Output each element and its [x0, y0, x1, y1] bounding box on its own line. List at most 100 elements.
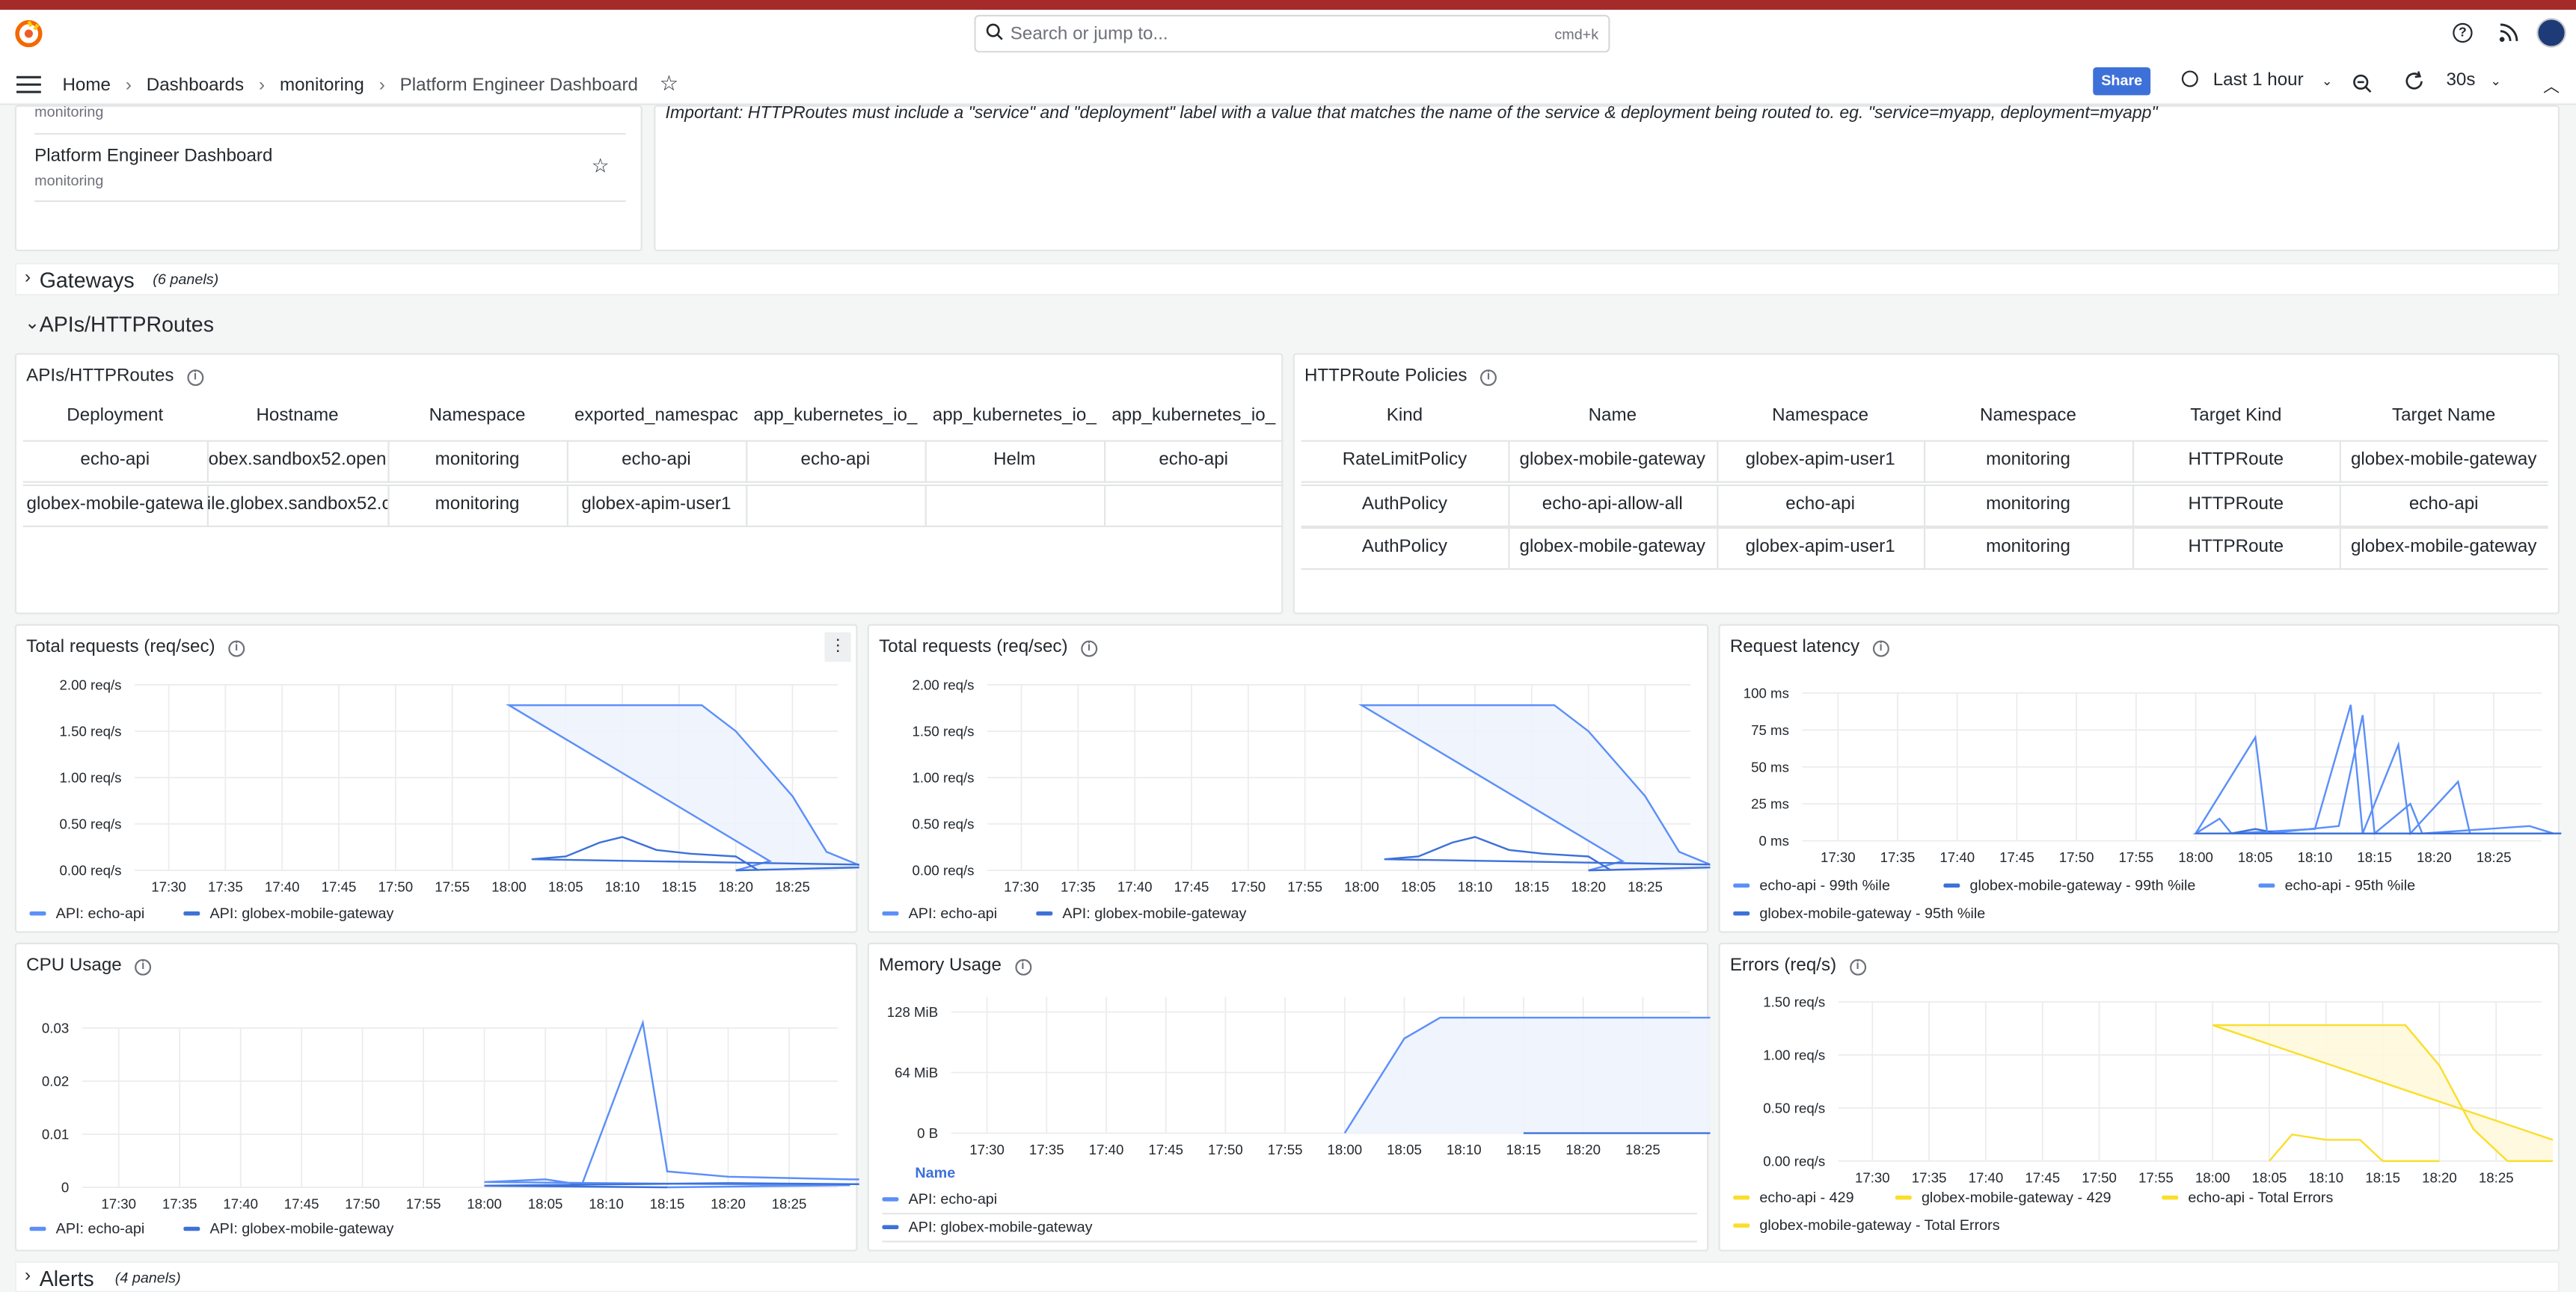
favorite-star-icon[interactable]: ☆	[591, 154, 610, 178]
y-tick-label: 1.00 req/s	[912, 770, 974, 786]
y-tick-label: 0.00 req/s	[60, 863, 122, 879]
legend-item[interactable]: echo-api - 95th %ile	[2285, 877, 2416, 893]
chart-panel-memory-usage: Memory Usage i 0 B 64 MiB 128 MiB 17:30 17:35…	[867, 942, 1711, 1252]
x-tick-label: 18:15	[662, 879, 697, 895]
series-line[interactable]	[531, 836, 859, 872]
line-chart[interactable]: 0.00 req/s 0.50 req/s 1.00 req/s 1.50 req/s…	[869, 671, 1711, 934]
note-text-panel: Important: HTTPRoutes must include a "se…	[654, 103, 2560, 252]
table-header-cell[interactable]: app_kubernetes_io_	[932, 405, 1097, 425]
list-item-title[interactable]: Platform Engineer Dashboard	[34, 146, 273, 166]
y-tick-label: 2.00 req/s	[912, 677, 974, 693]
panel-title-text: Request latency	[1729, 637, 1860, 657]
time-range-picker[interactable]: Last 1 hour ⌄	[2181, 70, 2333, 90]
series-line[interactable]	[2192, 704, 2562, 836]
table-row[interactable]	[22, 440, 1284, 483]
info-icon[interactable]: i	[1849, 959, 1866, 976]
series-line[interactable]	[506, 704, 859, 872]
legend-item[interactable]: globex-mobile-gateway - Total Errors	[1759, 1217, 1999, 1234]
legend-item[interactable]: API: echo-api	[909, 905, 998, 922]
info-icon[interactable]: i	[228, 640, 245, 657]
share-button[interactable]: Share	[2093, 67, 2151, 96]
line-chart[interactable]: 0 ms 25 ms 50 ms 75 ms 100 ms 17:30 17:35 17:40…	[1720, 671, 2562, 934]
legend-item[interactable]: API: globex-mobile-gateway	[209, 1221, 393, 1237]
row-gateways-title[interactable]: Gateways	[39, 268, 135, 292]
refresh-icon[interactable]	[2403, 70, 2425, 100]
table-header-cell[interactable]: Target Kind	[2190, 405, 2282, 425]
series-line[interactable]	[2195, 715, 2554, 836]
table-header-cell[interactable]: exported_namespac	[574, 405, 738, 425]
row-chevron-right-icon[interactable]: ›	[24, 268, 31, 288]
info-icon[interactable]: i	[135, 959, 152, 976]
panel-menu-icon[interactable]: ⋮	[824, 632, 851, 662]
user-avatar[interactable]	[2536, 18, 2566, 48]
legend-item[interactable]: globex-mobile-gateway - 95th %ile	[1759, 905, 1985, 922]
collapse-chevron-up-icon[interactable]: ︿	[2543, 79, 2560, 97]
breadcrumb-folder[interactable]: monitoring	[279, 76, 364, 96]
line-chart[interactable]: 0 0.01 0.02 0.03 17:30 17:35 17:40 17:45 17:50 17…	[16, 990, 859, 1252]
series-line[interactable]	[1358, 704, 1711, 872]
row-chevron-down-icon[interactable]: ⌄	[24, 313, 40, 333]
series-line[interactable]	[2212, 1024, 2554, 1162]
favorite-star-icon[interactable]: ☆	[659, 70, 679, 96]
grafana-logo-icon[interactable]	[15, 19, 43, 48]
table-header-cell[interactable]: app_kubernetes_io_	[1111, 405, 1276, 425]
help-icon[interactable]: ?	[2453, 22, 2473, 43]
line-chart[interactable]: 0.00 req/s 0.50 req/s 1.00 req/s 1.50 req/s…	[1720, 990, 2562, 1252]
legend-item[interactable]: API: echo-api	[909, 1191, 998, 1208]
table-header-cell[interactable]: Namespace	[1772, 405, 1869, 425]
series-line[interactable]	[1343, 1016, 1711, 1134]
series-line[interactable]	[2269, 1133, 2384, 1162]
table-row[interactable]	[22, 483, 1284, 526]
legend-item[interactable]: API: globex-mobile-gateway	[909, 1219, 1093, 1235]
row-chevron-right-icon[interactable]: ›	[24, 1266, 31, 1286]
legend-item[interactable]: echo-api - Total Errors	[2188, 1190, 2333, 1206]
breadcrumb-dashboards[interactable]: Dashboards	[146, 76, 245, 96]
refresh-interval-picker[interactable]: 30s ⌄	[2446, 70, 2501, 90]
cell-divider	[2132, 483, 2135, 526]
row-gateways[interactable]	[14, 262, 2560, 296]
table-header-cell[interactable]: Namespace	[1980, 405, 2076, 425]
chevron-down-icon: ⌄	[2321, 73, 2333, 89]
table-header-cell[interactable]: Target Name	[2392, 405, 2496, 425]
series-line[interactable]	[1384, 836, 1711, 872]
search-input[interactable]: Search or jump to... cmd+k	[974, 14, 1610, 53]
zoom-out-icon[interactable]	[2352, 73, 2372, 102]
table-header-cell[interactable]: Hostname	[256, 405, 339, 425]
rss-icon[interactable]	[2499, 23, 2518, 48]
table-header-cell[interactable]: Namespace	[429, 405, 526, 425]
series-line[interactable]	[484, 1019, 859, 1189]
table-header-cell[interactable]: Kind	[1386, 405, 1423, 425]
legend-item[interactable]: echo-api - 99th %ile	[1759, 877, 1890, 893]
series-line[interactable]	[484, 1182, 859, 1189]
row-alerts-title[interactable]: Alerts	[39, 1266, 94, 1291]
x-tick-label: 18:00	[467, 1196, 502, 1212]
line-chart[interactable]: 0.00 req/s 0.50 req/s 1.00 req/s 1.50 req/s…	[16, 671, 859, 934]
legend-item[interactable]: API: echo-api	[56, 905, 145, 922]
legend-item[interactable]: globex-mobile-gateway - 99th %ile	[1970, 877, 2196, 893]
breadcrumb-home[interactable]: Home	[62, 76, 111, 96]
legend-item[interactable]: globex-mobile-gateway - 429	[1922, 1190, 2112, 1206]
info-icon[interactable]: i	[1081, 640, 1098, 657]
x-tick-label: 18:05	[528, 1196, 563, 1212]
legend-item[interactable]: API: echo-api	[56, 1221, 145, 1237]
legend-header[interactable]: Name	[915, 1165, 955, 1181]
legend-item[interactable]: API: globex-mobile-gateway	[209, 905, 393, 922]
info-icon[interactable]: i	[1480, 369, 1497, 387]
info-icon[interactable]: i	[1872, 640, 1889, 657]
table-header-cell[interactable]: Deployment	[67, 405, 164, 425]
legend-item[interactable]: API: globex-mobile-gateway	[1062, 905, 1246, 922]
y-tick-label: 0.00 req/s	[912, 863, 974, 879]
table-header-cell[interactable]: Name	[1588, 405, 1637, 425]
line-chart[interactable]: 0 B 64 MiB 128 MiB 17:30 17:35 17:40 17:45 17:5…	[869, 990, 1711, 1252]
info-icon[interactable]: i	[187, 369, 204, 387]
info-icon[interactable]: i	[1014, 959, 1031, 976]
x-tick-label: 18:20	[2417, 849, 2452, 865]
menu-icon[interactable]	[16, 73, 41, 102]
panel-title-text: APIs/HTTPRoutes	[26, 366, 174, 387]
list-divider	[34, 132, 626, 135]
legend-item[interactable]: echo-api - 429	[1759, 1190, 1853, 1206]
table-header-cell[interactable]: app_kubernetes_io_	[753, 405, 918, 425]
row-alerts[interactable]	[14, 1261, 2560, 1292]
table-cell: monitoring	[1986, 537, 2070, 557]
row-apis-title[interactable]: APIs/HTTPRoutes	[39, 312, 214, 337]
